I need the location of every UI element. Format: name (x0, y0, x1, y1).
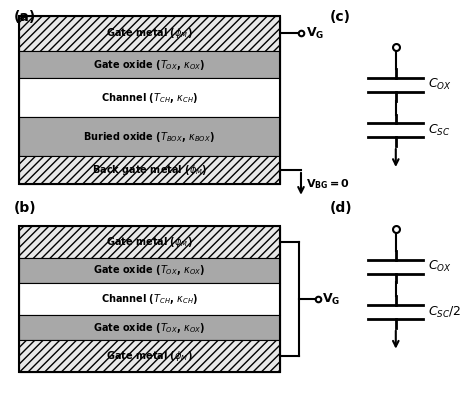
Bar (19, 226, 280, 372)
Text: $\mathbf{V_G}$: $\mathbf{V_G}$ (306, 26, 324, 41)
FancyBboxPatch shape (19, 156, 280, 184)
Text: Buried oxide ($T_{BOX}$, $\kappa_{BOX}$): Buried oxide ($T_{BOX}$, $\kappa_{BOX}$) (83, 130, 215, 144)
Text: $\mathbf{V_{BG} = 0}$: $\mathbf{V_{BG} = 0}$ (306, 177, 350, 191)
Text: (c): (c) (329, 10, 350, 24)
FancyBboxPatch shape (19, 258, 280, 283)
Text: Gate metal ($\phi_M$): Gate metal ($\phi_M$) (106, 26, 192, 40)
FancyBboxPatch shape (19, 16, 280, 51)
Text: $C_{OX}$: $C_{OX}$ (428, 77, 452, 92)
FancyBboxPatch shape (19, 226, 280, 258)
Text: Gate oxide ($T_{OX}$, $\kappa_{OX}$): Gate oxide ($T_{OX}$, $\kappa_{OX}$) (93, 263, 205, 277)
FancyBboxPatch shape (19, 283, 280, 315)
Text: $C_{OX}$: $C_{OX}$ (428, 259, 452, 274)
FancyBboxPatch shape (19, 117, 280, 156)
Text: Gate oxide ($T_{OX}$, $\kappa_{OX}$): Gate oxide ($T_{OX}$, $\kappa_{OX}$) (93, 321, 205, 335)
Text: $C_{SC}/2$: $C_{SC}/2$ (428, 305, 461, 320)
FancyBboxPatch shape (19, 315, 280, 340)
Bar (19, 16, 280, 184)
FancyBboxPatch shape (19, 340, 280, 372)
Text: Back gate metal ($\phi_M$): Back gate metal ($\phi_M$) (91, 163, 207, 177)
Text: (b): (b) (14, 201, 37, 215)
Text: (a): (a) (14, 10, 36, 24)
Text: Gate metal ($\phi_M$): Gate metal ($\phi_M$) (106, 235, 192, 249)
Text: Gate metal ($\phi_M$): Gate metal ($\phi_M$) (106, 349, 192, 363)
Text: (d): (d) (329, 201, 352, 215)
Text: $\mathbf{V_G}$: $\mathbf{V_G}$ (322, 292, 341, 307)
Text: $C_{SC}$: $C_{SC}$ (428, 123, 450, 138)
Text: Channel ($T_{CH}$, $\kappa_{CH}$): Channel ($T_{CH}$, $\kappa_{CH}$) (100, 292, 198, 306)
FancyBboxPatch shape (19, 51, 280, 78)
Text: Gate oxide ($T_{OX}$, $\kappa_{OX}$): Gate oxide ($T_{OX}$, $\kappa_{OX}$) (93, 58, 205, 71)
Text: Channel ($T_{CH}$, $\kappa_{CH}$): Channel ($T_{CH}$, $\kappa_{CH}$) (100, 91, 198, 105)
FancyBboxPatch shape (19, 78, 280, 117)
